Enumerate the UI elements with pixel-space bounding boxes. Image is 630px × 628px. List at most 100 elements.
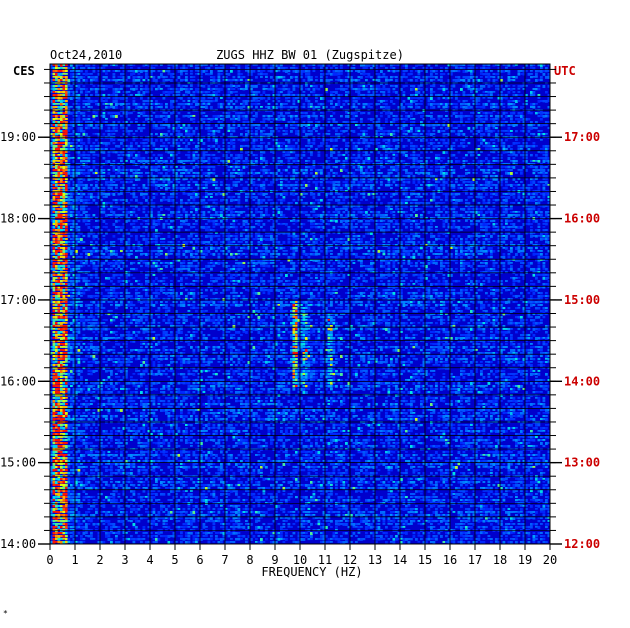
spectrogram-cell [247, 79, 251, 81]
spectrogram-cell [172, 106, 176, 109]
spectrogram-cell [435, 175, 438, 178]
spectrogram-cell [425, 157, 428, 159]
spectrogram-cell [460, 67, 463, 70]
spectrogram-cell [230, 160, 233, 163]
spectrogram-cell [517, 145, 521, 148]
spectrogram-cell [362, 67, 366, 70]
spectrogram-cell [112, 97, 116, 100]
spectrogram-cell [300, 112, 303, 114]
spectrogram-cell [115, 130, 118, 132]
spectrogram-cell [527, 187, 531, 190]
spectrogram-cell [287, 187, 291, 190]
spectrogram-cell [345, 79, 348, 82]
spectrogram-cell [402, 175, 406, 177]
spectrogram-cell [310, 79, 313, 81]
spectrogram-cell [475, 133, 478, 135]
spectrogram-cell [392, 160, 396, 162]
spectrogram-cell [517, 178, 521, 180]
spectrogram-cell [455, 91, 458, 94]
spectrogram-cell [487, 145, 491, 148]
spectrogram-cell [330, 79, 333, 81]
spectrogram-cell [105, 181, 108, 184]
spectrogram-cell [475, 172, 478, 174]
spectrogram-cell [472, 121, 476, 124]
spectrogram-cell [365, 103, 368, 106]
spectrogram-cell [542, 181, 546, 184]
spectrogram-cell [67, 133, 71, 135]
spectrogram-cell [175, 166, 178, 168]
spectrogram-cell [67, 112, 71, 115]
spectrogram-cell [472, 172, 476, 174]
spectrogram-cell [70, 112, 73, 115]
spectrogram-cell [102, 100, 106, 103]
spectrogram-cell [82, 85, 86, 88]
spectrogram-cell [155, 169, 158, 172]
spectrogram-cell [160, 160, 163, 162]
spectrogram-cell [502, 145, 506, 148]
spectrogram-cell [87, 118, 91, 121]
spectrogram-cell [135, 106, 138, 109]
spectrogram-cell [390, 169, 393, 172]
spectrogram-cell [230, 166, 233, 168]
spectrogram-cell [80, 121, 83, 123]
spectrogram-cell [387, 139, 391, 142]
spectrogram-cell [512, 142, 516, 145]
spectrogram-cell [185, 178, 188, 181]
spectrogram-cell [377, 139, 381, 141]
spectrogram-cell [355, 148, 358, 150]
spectrogram-cell [515, 64, 518, 66]
spectrogram-cell [500, 76, 503, 79]
spectrogram-cell [422, 139, 426, 142]
spectrogram-cell [510, 154, 513, 157]
spectrogram-cell [455, 178, 458, 181]
spectrogram-cell [400, 151, 403, 154]
spectrogram-cell [52, 103, 56, 105]
spectrogram-cell [395, 118, 398, 121]
spectrogram-cell [505, 151, 508, 154]
spectrogram-cell [525, 103, 528, 106]
spectrogram-cell [145, 73, 148, 76]
spectrogram-cell [75, 112, 78, 115]
spectrogram-cell [255, 172, 258, 175]
spectrogram-cell [355, 100, 358, 103]
spectrogram-cell [105, 145, 108, 147]
spectrogram-cell [75, 97, 78, 99]
spectrogram-cell [187, 103, 191, 106]
spectrogram-cell [345, 130, 348, 132]
spectrogram-cell [217, 70, 221, 73]
spectrogram-cell [505, 166, 508, 169]
spectrogram-cell [160, 73, 163, 76]
spectrogram-cell [495, 115, 498, 118]
spectrogram-cell [65, 73, 68, 75]
spectrogram-cell [210, 190, 213, 193]
spectrogram-cell [65, 85, 68, 88]
spectrogram-cell [415, 145, 418, 148]
spectrogram-cell [530, 91, 533, 94]
spectrogram-cell [60, 112, 63, 114]
spectrogram-cell [515, 76, 518, 79]
spectrogram-cell [547, 121, 551, 124]
spectrogram-cell [247, 94, 251, 96]
spectrogram-cell [470, 91, 473, 94]
spectrogram-cell [177, 157, 181, 160]
spectrogram-cell [532, 172, 536, 175]
spectrogram-cell [367, 142, 371, 145]
spectrogram-cell [487, 148, 491, 151]
spectrogram-cell [237, 106, 241, 109]
spectrogram-cell [207, 103, 211, 105]
spectrogram-cell [395, 169, 398, 172]
spectrogram-cell [510, 130, 513, 132]
spectrogram-cell [100, 94, 103, 97]
spectrogram-cell [252, 154, 256, 157]
spectrogram-cell [52, 73, 56, 76]
spectrogram-cell [245, 103, 248, 105]
spectrogram-cell [85, 157, 88, 159]
spectrogram-cell [122, 163, 126, 165]
spectrogram-cell [105, 130, 108, 133]
spectrogram-cell [452, 145, 456, 147]
spectrogram-cell [157, 172, 161, 174]
spectrogram-cell [457, 67, 461, 70]
spectrogram-cell [420, 121, 423, 124]
spectrogram-cell [477, 118, 481, 121]
spectrogram-cell [437, 88, 441, 90]
